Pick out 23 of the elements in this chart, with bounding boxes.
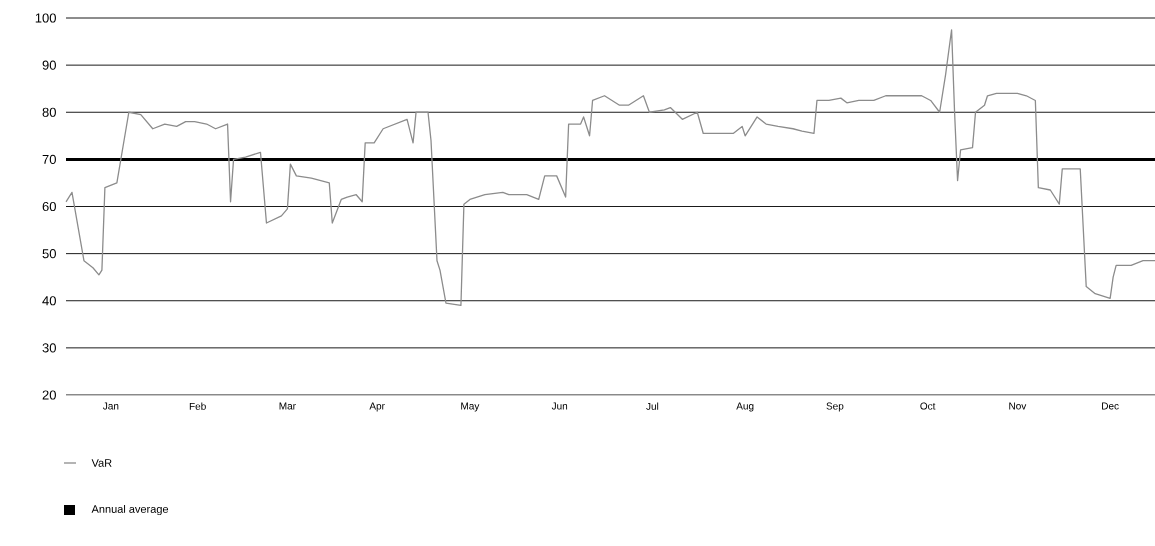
x-tick-label: Oct: [920, 402, 936, 410]
x-tick-label: Sep: [826, 402, 844, 412]
x-tick-label: Jun: [551, 402, 568, 410]
x-tick-label: Jul: [646, 402, 659, 410]
legend-label: VaR: [91, 459, 112, 467]
x-tick-label: Mar: [279, 402, 296, 410]
y-tick-label: 80: [42, 107, 56, 117]
x-tick-label: Dec: [1102, 402, 1119, 410]
y-tick-label: 20: [42, 390, 56, 400]
y-tick-label: 70: [42, 154, 56, 164]
x-tick-label: Feb: [189, 402, 206, 410]
x-tick-label: Aug: [736, 402, 754, 412]
y-tick-label: 90: [42, 60, 56, 70]
y-tick-label: 40: [42, 296, 56, 306]
x-tick-label: May: [461, 402, 480, 412]
x-tick-label: Nov: [1009, 402, 1027, 410]
legend-label: Annual average: [91, 504, 169, 516]
y-tick-label: 60: [42, 201, 56, 212]
x-tick-label: Jan: [102, 402, 119, 410]
y-tick-label: 100: [35, 13, 56, 23]
y-tick-label: 30: [42, 343, 56, 353]
x-tick-label: Apr: [369, 402, 385, 412]
y-tick-label: 50: [42, 249, 56, 259]
